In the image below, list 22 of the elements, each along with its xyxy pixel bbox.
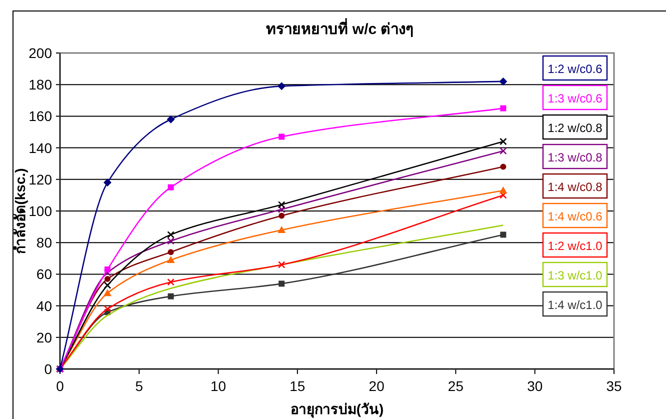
y-axis-title: กำลังอัด(ksc.) <box>12 168 28 254</box>
x-tick-label: 30 <box>527 378 543 394</box>
y-tick-label: 200 <box>28 45 52 61</box>
y-tick-label: 0 <box>44 361 52 377</box>
x-tick-label: 15 <box>290 378 306 394</box>
y-tick-label: 140 <box>28 140 52 156</box>
x-tick-label: 0 <box>56 378 64 394</box>
y-tick-label: 40 <box>36 298 52 314</box>
chart-title: ทรายหยาบที่ w/c ต่างๆ <box>266 18 414 38</box>
x-tick-label: 5 <box>135 378 144 394</box>
y-tick-label: 100 <box>28 203 52 219</box>
y-tick-label: 20 <box>36 329 52 346</box>
y-tick-label: 80 <box>36 234 52 251</box>
x-tick-label: 35 <box>606 378 622 394</box>
y-tick-label: 60 <box>36 266 52 282</box>
x-axis-title: อายุการบ่ม(วัน) <box>290 401 384 418</box>
y-tick-label: 180 <box>28 76 52 93</box>
x-tick-label: 25 <box>448 378 464 394</box>
x-tick-label: 10 <box>210 378 226 394</box>
y-tick-label: 120 <box>28 171 52 188</box>
x-tick-label: 20 <box>368 378 385 394</box>
y-tick-label: 160 <box>28 108 52 124</box>
